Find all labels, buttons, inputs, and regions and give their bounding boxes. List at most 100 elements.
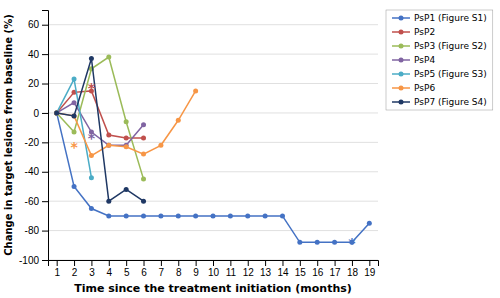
legend-entry: PsP5 (Figure S3) bbox=[392, 69, 487, 79]
x-axis-tick-mark bbox=[282, 260, 283, 266]
x-axis-tick: 6 bbox=[141, 260, 147, 278]
x-axis-tick: 14 bbox=[277, 260, 289, 278]
x-axis-tick-mark bbox=[248, 260, 249, 266]
annotation: * bbox=[88, 80, 96, 96]
x-axis-line bbox=[49, 261, 379, 267]
y-axis-tick-mark bbox=[42, 54, 48, 55]
point bbox=[124, 213, 129, 218]
legend-label: PsP2 bbox=[414, 27, 435, 37]
x-axis-title: Time since the treatment initiation (mon… bbox=[74, 282, 352, 295]
x-axis-tick-mark bbox=[265, 260, 266, 266]
grid-line bbox=[48, 54, 378, 55]
legend: PsP1 (Figure S1)PsP2PsP3 (Figure S2)PsP4… bbox=[386, 10, 493, 110]
x-axis-tick-label: 12 bbox=[243, 267, 255, 278]
grid-line bbox=[48, 24, 378, 25]
point bbox=[176, 213, 181, 218]
y-axis-tick: -20 bbox=[25, 137, 48, 148]
x-axis-tick-mark bbox=[91, 260, 92, 266]
point bbox=[54, 110, 59, 115]
x-axis-tick-mark bbox=[369, 260, 370, 266]
point bbox=[211, 213, 216, 218]
point bbox=[141, 135, 146, 140]
legend-label: PsP1 (Figure S1) bbox=[414, 13, 487, 23]
x-axis-tick-label: 14 bbox=[277, 267, 289, 278]
x-axis-tick-label: 19 bbox=[364, 267, 376, 278]
series bbox=[54, 110, 372, 244]
point bbox=[124, 119, 129, 124]
point bbox=[193, 213, 198, 218]
y-axis-title: Change in target lesions from baseline (… bbox=[3, 14, 14, 256]
point bbox=[297, 240, 302, 245]
x-axis-tick-label: 15 bbox=[295, 267, 307, 278]
x-axis-tick: 9 bbox=[193, 260, 199, 278]
y-axis-tick-mark bbox=[42, 231, 48, 232]
y-axis-tick-label: 0 bbox=[33, 108, 39, 119]
series-line bbox=[57, 59, 144, 202]
x-axis-tick-label: 1 bbox=[54, 267, 60, 278]
x-axis-tick: 4 bbox=[107, 260, 113, 278]
chart: 12345678910111213141516171819-100-80-60-… bbox=[0, 0, 500, 298]
y-axis-tick-mark bbox=[42, 201, 48, 202]
y-axis-tick: -60 bbox=[25, 196, 48, 207]
y-axis-tick-label: -60 bbox=[25, 196, 40, 207]
point bbox=[280, 213, 285, 218]
y-axis-tick-mark bbox=[42, 84, 48, 85]
y-axis-tick-mark bbox=[42, 172, 48, 173]
legend-entry: PsP1 (Figure S1) bbox=[392, 13, 487, 23]
point bbox=[54, 110, 59, 115]
x-axis-tick-label: 11 bbox=[226, 267, 237, 278]
x-axis-tick: 11 bbox=[226, 260, 237, 278]
y-axis-tick-label: 20 bbox=[28, 78, 40, 89]
legend-marker bbox=[399, 44, 404, 49]
series bbox=[54, 55, 146, 182]
x-axis-tick: 15 bbox=[295, 260, 307, 278]
x-axis-tick-label: 6 bbox=[141, 267, 147, 278]
x-axis: 12345678910111213141516171819 bbox=[49, 260, 379, 278]
marks bbox=[54, 55, 372, 245]
point bbox=[89, 153, 94, 158]
series bbox=[54, 56, 146, 204]
grid-line bbox=[48, 83, 378, 84]
y-axis-tick: -40 bbox=[25, 166, 48, 177]
x-axis-tick: 19 bbox=[364, 260, 376, 278]
point bbox=[176, 118, 181, 123]
grid-line bbox=[48, 201, 378, 202]
y-axis-line bbox=[42, 11, 49, 261]
legend-marker bbox=[399, 72, 404, 77]
y-axis-tick-mark bbox=[42, 142, 48, 143]
legend-entry: PsP4 bbox=[392, 55, 435, 65]
x-axis-tick-mark bbox=[196, 260, 197, 266]
point bbox=[158, 143, 163, 148]
series-line bbox=[57, 91, 196, 156]
series-line bbox=[57, 113, 370, 242]
point bbox=[54, 110, 59, 115]
point bbox=[106, 143, 111, 148]
grid-line bbox=[48, 230, 378, 231]
x-axis-tick-mark bbox=[300, 260, 301, 266]
x-axis-tick-mark bbox=[144, 260, 145, 266]
point bbox=[228, 213, 233, 218]
x-axis-tick-label: 18 bbox=[347, 267, 359, 278]
annotation: * bbox=[348, 235, 356, 251]
y-axis-tick: 20 bbox=[28, 78, 48, 89]
point bbox=[72, 130, 77, 135]
x-axis-tick: 2 bbox=[72, 260, 78, 278]
point bbox=[89, 206, 94, 211]
point bbox=[106, 133, 111, 138]
x-axis-tick-label: 17 bbox=[330, 267, 342, 278]
x-axis-tick: 18 bbox=[347, 260, 359, 278]
x-axis-tick-label: 8 bbox=[176, 267, 182, 278]
point bbox=[367, 221, 372, 226]
y-axis-tick-label: 60 bbox=[28, 19, 40, 30]
legend-label: PsP5 (Figure S3) bbox=[414, 69, 487, 79]
x-axis-tick: 13 bbox=[260, 260, 272, 278]
point bbox=[141, 213, 146, 218]
point bbox=[72, 184, 77, 189]
x-axis-tick-label: 7 bbox=[159, 267, 165, 278]
x-axis-tick: 1 bbox=[54, 260, 60, 278]
y-axis-tick-label: 40 bbox=[28, 49, 40, 60]
y-axis-tick-label: -100 bbox=[19, 255, 39, 266]
point bbox=[158, 213, 163, 218]
x-axis-tick-mark bbox=[57, 260, 58, 266]
point bbox=[89, 56, 94, 61]
